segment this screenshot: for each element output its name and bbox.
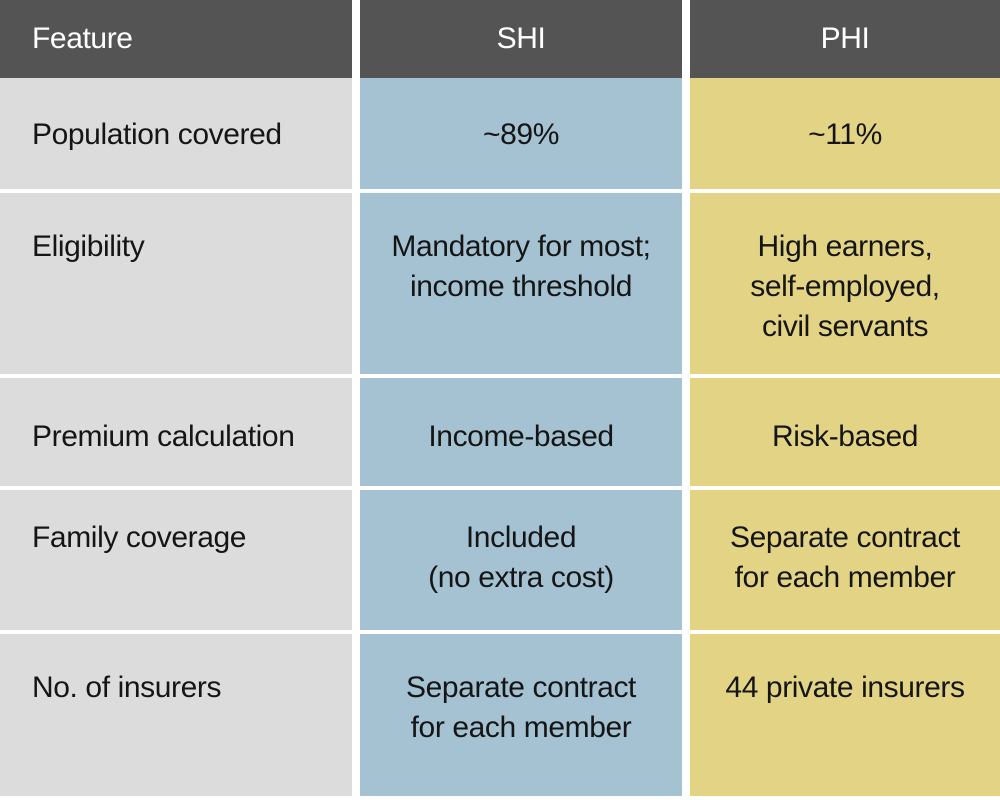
table-row-premium-calculation: Premium calculation Income-based Risk-ba… xyxy=(0,378,1000,486)
cell-text: Premium calculation xyxy=(32,420,295,453)
feature-cell: Premium calculation xyxy=(0,378,352,486)
shi-cell: Included (no extra cost) xyxy=(360,490,682,630)
header-cell-feature: Feature xyxy=(0,0,352,78)
cell-text: High earners, xyxy=(757,230,933,263)
cell-text: No. of insurers xyxy=(32,671,222,704)
feature-cell: Population covered xyxy=(0,78,352,189)
header-cell-shi: SHI xyxy=(360,0,682,78)
table-row-no-of-insurers: No. of insurers Separate contract for ea… xyxy=(0,634,1000,796)
cell-text: Included xyxy=(465,521,577,554)
cell-text: Family coverage xyxy=(32,521,247,554)
phi-cell: High earners, self-employed, civil serva… xyxy=(690,193,1000,374)
feature-cell: Eligibility xyxy=(0,193,352,374)
shi-cell: Separate contract for each member xyxy=(360,634,682,796)
shi-cell: Mandatory for most; income threshold xyxy=(360,193,682,374)
cell-text: for each member xyxy=(410,711,632,744)
cell-text: civil servants xyxy=(761,310,929,343)
cell-text: income threshold xyxy=(409,270,633,303)
header-cell-phi: PHI xyxy=(690,0,1000,78)
cell-text: Population covered xyxy=(32,118,282,151)
cell-text: Risk-based xyxy=(771,420,919,453)
cell-text: Mandatory for most; xyxy=(391,230,651,263)
phi-cell: 44 private insurers xyxy=(690,634,1000,796)
phi-cell: Risk-based xyxy=(690,378,1000,486)
shi-cell: ~89% xyxy=(360,78,682,189)
cell-text: self-employed, xyxy=(750,270,940,303)
cell-text: Income-based xyxy=(428,420,614,453)
cell-text: ~89% xyxy=(483,118,559,151)
table-row-family-coverage: Family coverage Included (no extra cost)… xyxy=(0,490,1000,630)
phi-cell: ~11% xyxy=(690,78,1000,189)
feature-cell: No. of insurers xyxy=(0,634,352,796)
cell-text: Separate contract xyxy=(405,671,636,704)
header-label-feature: Feature xyxy=(32,22,133,55)
feature-cell: Family coverage xyxy=(0,490,352,630)
cell-text: 44 private insurers xyxy=(725,671,965,704)
shi-cell: Income-based xyxy=(360,378,682,486)
cell-text: ~11% xyxy=(808,118,882,151)
table-row-eligibility: Eligibility Mandatory for most; income t… xyxy=(0,193,1000,374)
cell-text: (no extra cost) xyxy=(428,561,614,594)
table-row-population-covered: Population covered ~89% ~11% xyxy=(0,78,1000,189)
cell-text: Eligibility xyxy=(32,230,145,263)
cell-text: for each member xyxy=(734,561,956,594)
header-label-phi: PHI xyxy=(820,22,870,55)
cell-text: Separate contract xyxy=(729,521,960,554)
header-label-shi: SHI xyxy=(496,22,546,55)
table-header-row: Feature SHI PHI xyxy=(0,0,1000,78)
phi-cell: Separate contract for each member xyxy=(690,490,1000,630)
